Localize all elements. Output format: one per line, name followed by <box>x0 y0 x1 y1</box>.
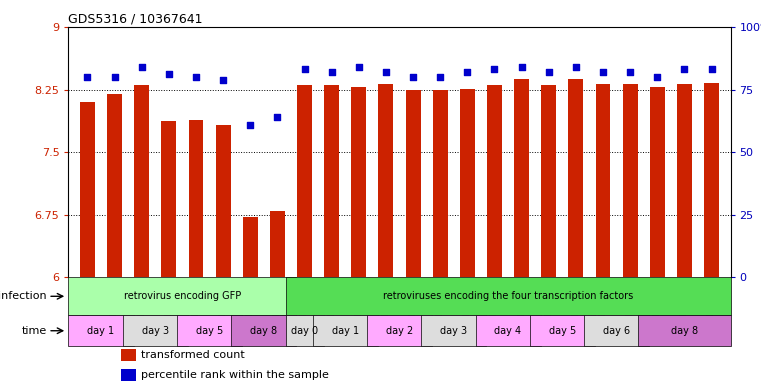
Point <box>489 66 501 73</box>
Point <box>570 64 582 70</box>
Text: day 5: day 5 <box>549 326 576 336</box>
Text: time: time <box>21 326 46 336</box>
Point <box>597 69 609 75</box>
Bar <box>324 85 339 278</box>
Point <box>705 66 718 73</box>
Text: transformed count: transformed count <box>142 351 245 361</box>
Bar <box>460 89 475 278</box>
Bar <box>584 315 649 346</box>
Text: percentile rank within the sample: percentile rank within the sample <box>142 370 330 380</box>
Bar <box>285 315 323 346</box>
Bar <box>123 315 188 346</box>
Text: retrovirus encoding GFP: retrovirus encoding GFP <box>124 291 241 301</box>
Bar <box>704 83 719 278</box>
Point <box>434 74 446 80</box>
Bar <box>68 278 297 315</box>
Bar <box>297 85 312 278</box>
Point <box>163 71 175 78</box>
Bar <box>433 89 447 278</box>
Bar <box>270 211 285 278</box>
Text: day 6: day 6 <box>603 326 630 336</box>
Bar <box>568 79 584 278</box>
Point <box>353 64 365 70</box>
Point <box>190 74 202 80</box>
Point <box>244 122 256 128</box>
Bar <box>161 121 177 278</box>
Bar <box>215 126 231 278</box>
Bar <box>134 85 149 278</box>
Bar <box>243 217 258 278</box>
Bar <box>638 315 731 346</box>
Point <box>81 74 94 80</box>
Bar <box>677 84 692 278</box>
Bar <box>80 102 95 278</box>
Point <box>109 74 121 80</box>
Bar <box>406 89 421 278</box>
Point <box>217 76 229 83</box>
Text: day 0: day 0 <box>291 326 318 336</box>
Point <box>678 66 690 73</box>
Text: GDS5316 / 10367641: GDS5316 / 10367641 <box>68 13 203 26</box>
Text: day 3: day 3 <box>440 326 467 336</box>
Text: infection: infection <box>0 291 46 301</box>
Bar <box>422 315 486 346</box>
Text: retroviruses encoding the four transcription factors: retroviruses encoding the four transcrip… <box>383 291 633 301</box>
Text: day 8: day 8 <box>671 326 698 336</box>
Point <box>624 69 636 75</box>
Bar <box>231 315 297 346</box>
Bar <box>285 278 731 315</box>
Bar <box>476 315 540 346</box>
Point <box>135 64 148 70</box>
Text: day 4: day 4 <box>495 326 521 336</box>
Text: day 1: day 1 <box>88 326 115 336</box>
Point <box>515 64 527 70</box>
Bar <box>122 369 136 381</box>
Bar <box>68 315 134 346</box>
Bar <box>378 84 393 278</box>
Bar <box>514 79 529 278</box>
Bar <box>122 349 136 361</box>
Bar <box>352 87 366 278</box>
Bar <box>530 315 595 346</box>
Point <box>543 69 555 75</box>
Bar <box>367 315 432 346</box>
Bar <box>313 315 377 346</box>
Text: day 5: day 5 <box>196 326 223 336</box>
Bar <box>107 94 122 278</box>
Point <box>380 69 392 75</box>
Bar <box>650 87 665 278</box>
Bar <box>487 85 502 278</box>
Point <box>272 114 284 120</box>
Point <box>326 69 338 75</box>
Bar <box>189 121 203 278</box>
Text: day 1: day 1 <box>332 326 359 336</box>
Bar <box>541 85 556 278</box>
Point <box>651 74 664 80</box>
Text: day 8: day 8 <box>250 326 278 336</box>
Point <box>461 69 473 75</box>
Point <box>407 74 419 80</box>
Text: day 3: day 3 <box>142 326 169 336</box>
Bar <box>177 315 242 346</box>
Bar <box>596 84 610 278</box>
Text: day 2: day 2 <box>386 326 413 336</box>
Point <box>298 66 310 73</box>
Bar <box>622 84 638 278</box>
